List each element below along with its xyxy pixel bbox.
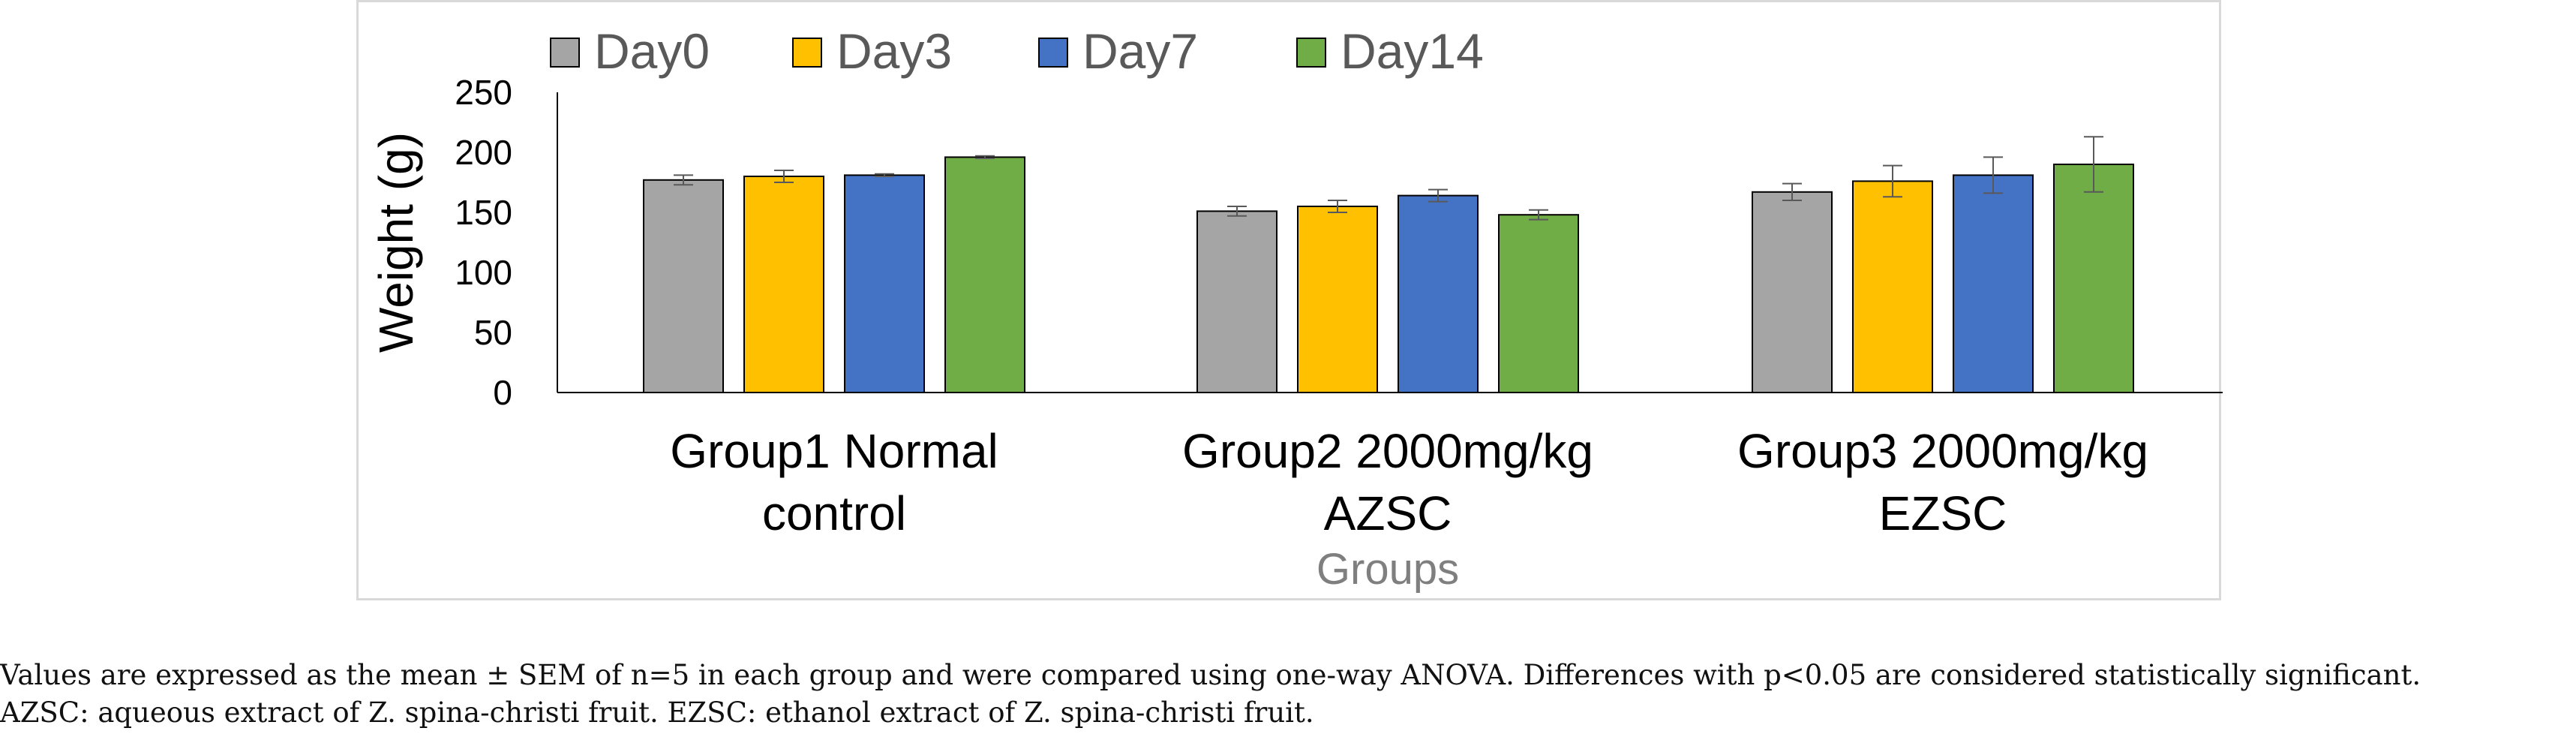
x-category-label: AZSC xyxy=(1324,486,1452,540)
bar-day7-group2 xyxy=(1398,194,1479,393)
bar-chart: 0 50 100 150 200 250 Weight (g) Group1 Normal co… xyxy=(369,23,2223,594)
x-axis-title: Groups xyxy=(1317,545,1459,594)
bar-day3-group2 xyxy=(1297,206,1378,393)
y-tick-label: 100 xyxy=(455,253,512,292)
legend-swatch-day3 xyxy=(792,38,822,68)
legend-swatch-day0 xyxy=(550,38,580,68)
caption-line-2: AZSC: aqueous extract of Z. spina-christ… xyxy=(0,696,1314,729)
x-category-label: EZSC xyxy=(1879,486,2007,540)
bar-day0-group3 xyxy=(1752,191,1833,394)
y-tick-label: 0 xyxy=(493,373,512,412)
y-axis-title: Weight (g) xyxy=(369,132,423,353)
bar-day0-group1 xyxy=(643,179,724,394)
bar-day7-group1 xyxy=(844,174,925,393)
bar-day14-group1 xyxy=(944,156,1025,393)
legend-label-day7: Day7 xyxy=(1082,23,1198,79)
y-tick-label: 200 xyxy=(455,133,512,172)
figure-caption: Values are expressed as the mean ± SEM o… xyxy=(0,657,2576,732)
legend-label-day0: Day0 xyxy=(594,23,710,79)
bar-day3-group3 xyxy=(1852,180,1933,393)
legend-label-day14: Day14 xyxy=(1341,23,1484,79)
bar-day3-group1 xyxy=(743,176,824,393)
caption-line-1: Values are expressed as the mean ± SEM o… xyxy=(0,659,2421,691)
chart-frame: 0 50 100 150 200 250 Weight (g) Group1 Normal co… xyxy=(356,0,2223,600)
y-tick-label: 150 xyxy=(455,193,512,232)
x-category-label: Group3 2000mg/kg xyxy=(1737,424,2148,478)
legend-swatch-day14 xyxy=(1296,38,1326,68)
x-category-label: Group1 Normal xyxy=(670,424,998,478)
x-category-label: Group2 2000mg/kg xyxy=(1182,424,1593,478)
bar-day14-group2 xyxy=(1498,214,1579,394)
bar-day0-group2 xyxy=(1196,210,1277,393)
bar-day7-group3 xyxy=(1953,174,2034,393)
legend-label-day3: Day3 xyxy=(836,23,952,79)
y-tick-label: 250 xyxy=(455,73,512,112)
x-category-label: control xyxy=(762,486,906,540)
y-tick-label: 50 xyxy=(474,313,512,352)
bar-day14-group3 xyxy=(2053,164,2134,393)
legend-swatch-day7 xyxy=(1038,38,1068,68)
